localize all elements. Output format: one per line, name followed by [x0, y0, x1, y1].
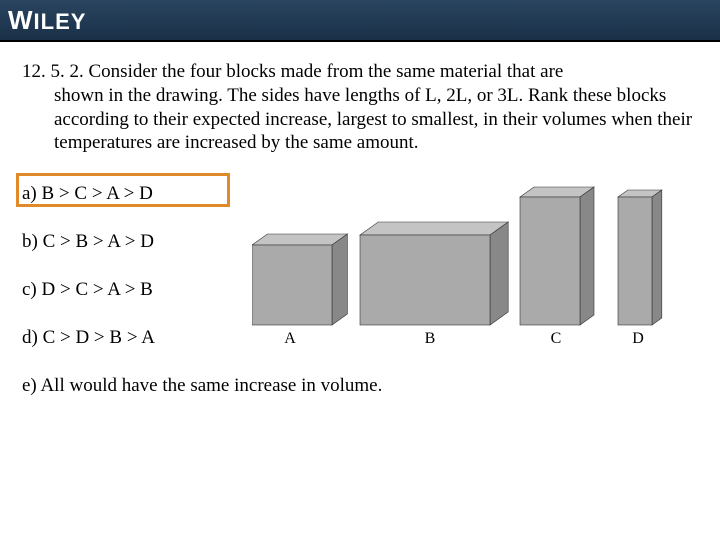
blocks-diagram: A B C D: [252, 177, 702, 372]
option-e[interactable]: e) All would have the same increase in v…: [22, 375, 698, 397]
question-number: 12. 5. 2.: [22, 61, 84, 82]
content-area: 12. 5. 2. Consider the four blocks made …: [0, 42, 720, 433]
question-line1: Consider the four blocks made from the s…: [89, 61, 564, 82]
brand-logo-w: W: [8, 5, 34, 35]
svg-text:A: A: [284, 330, 296, 347]
blocks-svg: A B C D: [252, 177, 702, 372]
brand-logo-rest: ILEY: [34, 9, 87, 34]
brand-logo: WILEY: [8, 5, 86, 36]
svg-text:B: B: [425, 330, 436, 347]
svg-text:D: D: [632, 330, 644, 347]
question-line2: shown in the drawing. The sides have len…: [54, 84, 698, 155]
svg-text:C: C: [551, 330, 562, 347]
options-area: a) B > C > A > D b) C > B > A > D c) D >…: [22, 183, 698, 397]
question-text: 12. 5. 2. Consider the four blocks made …: [22, 60, 698, 155]
header-bar: WILEY: [0, 0, 720, 42]
